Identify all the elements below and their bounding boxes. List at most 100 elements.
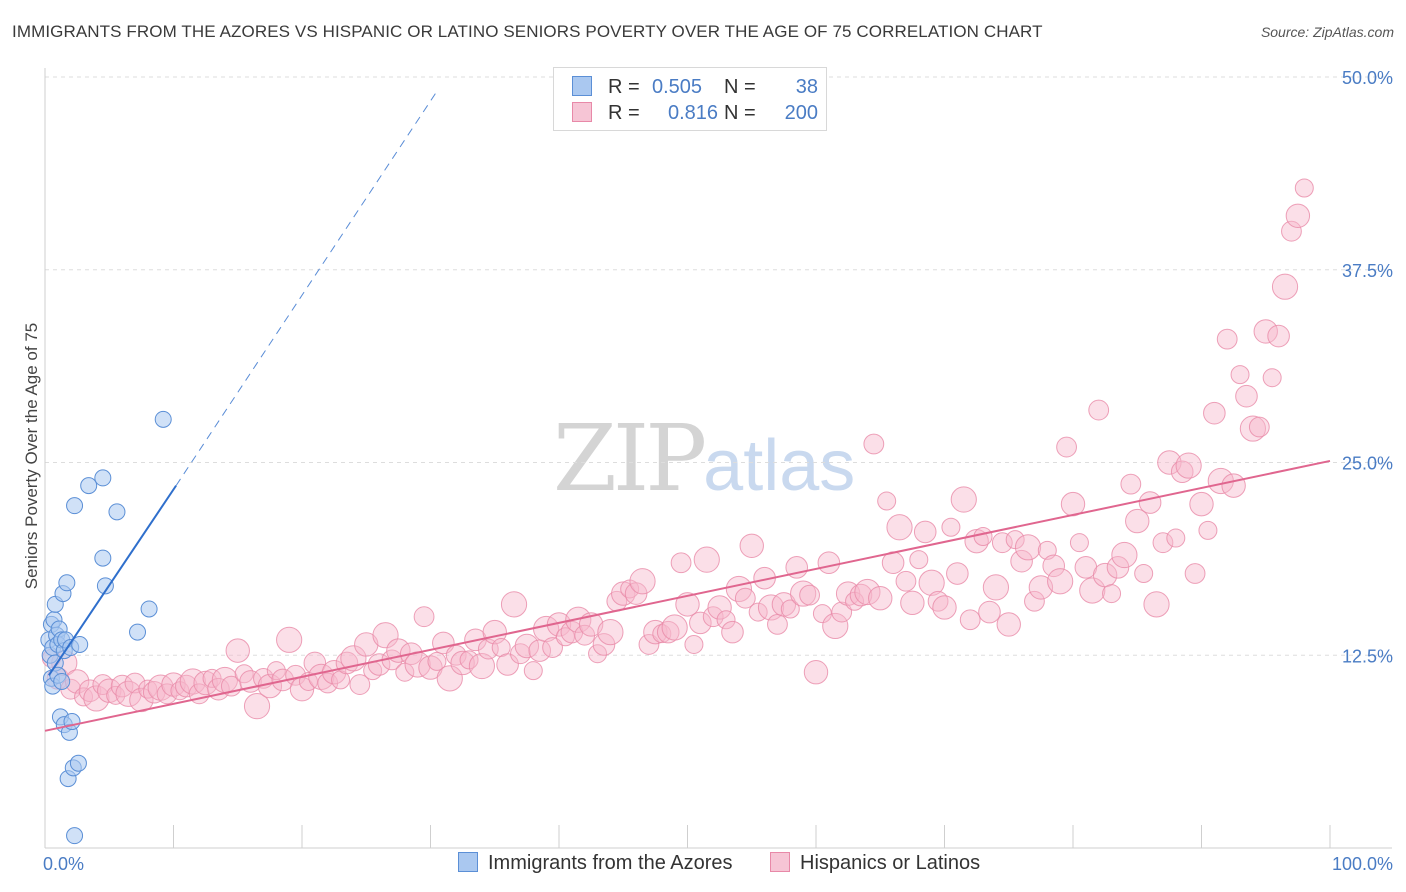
hispanics-point <box>978 600 1001 624</box>
hispanics-point <box>349 674 371 695</box>
hispanics-point <box>1203 401 1226 425</box>
hispanics-point <box>661 614 688 641</box>
correlation-legend: R = 0.505 N = 38 R = 0.816 N = 200 <box>553 67 827 131</box>
hispanics-point <box>597 619 624 646</box>
hispanics-point <box>643 619 668 645</box>
hispanics-point <box>652 624 672 644</box>
hispanics-point <box>496 653 519 676</box>
hispanics-point <box>611 581 636 606</box>
hispanics-point <box>707 595 732 620</box>
hispanics-point <box>734 587 756 609</box>
azores-point <box>140 600 158 618</box>
hispanics-point <box>1262 368 1282 388</box>
hispanics-point <box>542 637 563 658</box>
legend-r-value: 0.816 <box>668 102 719 124</box>
hispanics-point <box>854 578 881 606</box>
hispanics-point <box>670 552 692 574</box>
x-tick-label: 100.0% <box>1332 854 1393 874</box>
hispanics-point <box>1138 491 1162 514</box>
hispanics-point <box>693 546 720 573</box>
hispanics-point <box>689 611 712 635</box>
hispanics-point <box>175 674 198 698</box>
y-tick-label: 12.5% <box>1342 646 1393 666</box>
azores-point <box>129 623 147 641</box>
hispanics-point <box>1294 178 1314 198</box>
bottom-legend-swatch-azores <box>458 852 478 872</box>
hispanics-point <box>234 664 254 684</box>
hispanics-point <box>179 668 206 695</box>
hispanics-point <box>799 584 820 606</box>
azores-point <box>53 672 71 690</box>
bottom-legend-label-hispanics: Hispanics or Latinos <box>800 852 981 874</box>
hispanics-point <box>913 520 937 544</box>
hispanics-point <box>1028 575 1054 600</box>
hispanics-point <box>1042 554 1066 578</box>
hispanics-point <box>780 599 800 619</box>
hispanics-point <box>468 652 495 680</box>
legend-n-value: 200 <box>784 102 818 124</box>
hispanics-point <box>1281 220 1302 242</box>
hispanics-point <box>1271 273 1299 300</box>
hispanics-point <box>1024 590 1045 612</box>
azores-points <box>40 410 172 845</box>
hispanics-point <box>514 633 540 659</box>
bottom-legend-azores: Immigrants from the Azores <box>458 852 733 875</box>
hispanics-point <box>1175 452 1202 479</box>
bottom-legend-label-azores: Immigrants from the Azores <box>488 852 733 874</box>
hispanics-point <box>193 670 218 696</box>
hispanics-point <box>877 491 897 511</box>
hispanics-point <box>1102 584 1122 604</box>
x-tick-label: 0.0% <box>43 854 84 874</box>
hispanics-point <box>1239 415 1267 442</box>
chart-title: IMMIGRANTS FROM THE AZORES VS HISPANIC O… <box>12 22 1043 41</box>
hispanics-point <box>946 562 969 585</box>
axes <box>44 68 1392 849</box>
legend-n-value: 38 <box>795 76 818 98</box>
azores-point <box>108 503 126 521</box>
bottom-legend-swatch-hispanics <box>770 852 790 872</box>
hispanics-point <box>831 601 853 623</box>
azores-point <box>80 477 98 495</box>
hispanics-point <box>578 612 604 637</box>
hispanics-point <box>863 433 885 455</box>
hispanics-point <box>790 580 817 607</box>
legend-n-label: N = <box>724 102 756 124</box>
hispanics-point <box>973 527 993 547</box>
hispanics-point <box>1088 399 1110 421</box>
hispanics-point <box>459 650 479 670</box>
legend-n-label: N = <box>724 76 756 98</box>
hispanics-point <box>1166 528 1186 548</box>
hispanics-point <box>500 591 528 618</box>
hispanics-point <box>276 626 303 653</box>
hispanics-point <box>739 533 764 558</box>
tick-labels: 12.5% 25.0% 37.5% 50.0% 0.0% 100.0% <box>43 68 1393 874</box>
hispanics-point <box>413 606 435 628</box>
hispanics-point <box>886 514 913 541</box>
chart-source: Source: ZipAtlas.com <box>1260 24 1394 40</box>
hispanics-point <box>991 532 1013 554</box>
azores-point <box>96 577 114 595</box>
hispanics-point <box>900 590 925 616</box>
legend-swatch-azores <box>572 76 592 96</box>
legend-r-label: R = <box>608 76 640 98</box>
hispanics-point <box>996 612 1021 637</box>
hispanics-point <box>941 517 961 537</box>
hispanics-point <box>1248 416 1270 438</box>
hispanics-point <box>895 570 917 592</box>
y-tick-label: 50.0% <box>1342 68 1393 88</box>
hispanics-point <box>1267 324 1290 348</box>
hispanics-point <box>822 612 849 640</box>
hispanics-point <box>656 620 680 644</box>
watermark-zip: ZIP <box>553 405 707 512</box>
hispanics-point <box>1235 384 1258 408</box>
hispanics-point <box>1152 532 1174 554</box>
hispanics-point <box>83 685 110 712</box>
hispanics-point <box>909 550 929 570</box>
hispanics-point <box>243 693 271 720</box>
hispanics-point <box>725 575 753 603</box>
azores-point <box>154 410 172 428</box>
hispanics-point <box>1189 491 1214 517</box>
hispanics-point <box>97 678 122 703</box>
hispanics-point <box>721 620 744 644</box>
azores-point <box>71 635 89 653</box>
